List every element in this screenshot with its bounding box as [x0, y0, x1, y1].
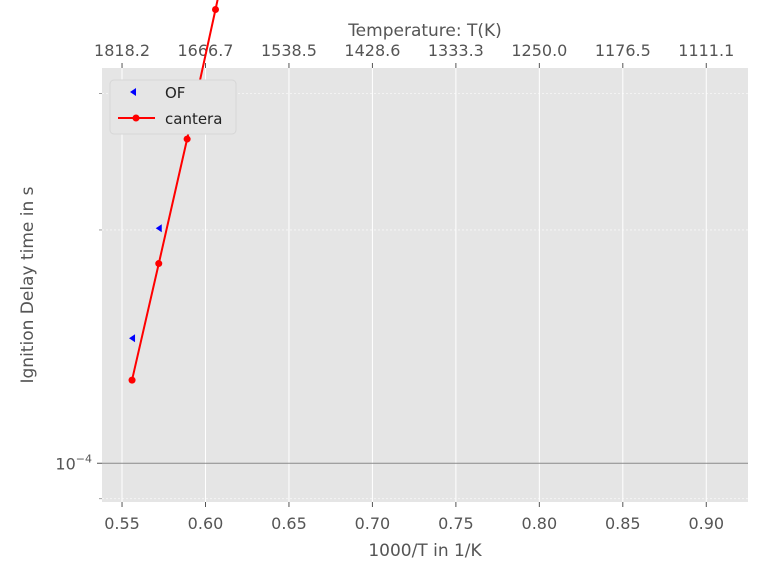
top-tick-label: 1818.2	[94, 41, 150, 60]
x-tick-label: 0.70	[355, 514, 391, 533]
legend-cantera-marker	[132, 114, 140, 122]
legend-box	[109, 79, 237, 135]
y-tick-label: 10−4	[55, 452, 92, 473]
x-tick-label: 0.85	[605, 514, 641, 533]
grid	[102, 68, 748, 502]
x-axis-title: 1000/T in 1/K	[368, 541, 482, 561]
data-point-cantera	[155, 260, 163, 268]
legend-of-marker	[130, 88, 136, 96]
data-point-cantera	[183, 135, 191, 143]
top-tick-label: 1333.3	[428, 41, 484, 60]
legend: OF cantera	[109, 79, 237, 135]
top-tick-label: 1111.1	[678, 41, 734, 60]
x-tick-label: 0.65	[271, 514, 307, 533]
x-tick-label: 0.90	[688, 514, 724, 533]
data-point-OF	[129, 334, 136, 343]
data-point-cantera	[128, 376, 136, 384]
legend-cantera-label: cantera	[165, 110, 222, 128]
x-tick-label: 0.80	[522, 514, 558, 533]
labels: 1000/T in 1/K Temperature: T(K) Ignition…	[18, 21, 502, 561]
y-axis-title: Ignition Delay time in s	[18, 186, 38, 383]
x-tick-label: 0.60	[188, 514, 224, 533]
x-tick-label: 0.55	[104, 514, 140, 533]
x-tick-label: 0.75	[438, 514, 474, 533]
plot-background	[102, 68, 748, 502]
top-tick-label: 1250.0	[511, 41, 567, 60]
top-tick-label: 1538.5	[261, 41, 317, 60]
legend-of-label: OF	[165, 84, 185, 102]
top-tick-label: 1176.5	[595, 41, 651, 60]
top-tick-label: 1428.6	[344, 41, 400, 60]
data-point-cantera	[212, 6, 220, 14]
data-point-OF	[155, 224, 162, 233]
top-axis-title: Temperature: T(K)	[347, 21, 502, 41]
